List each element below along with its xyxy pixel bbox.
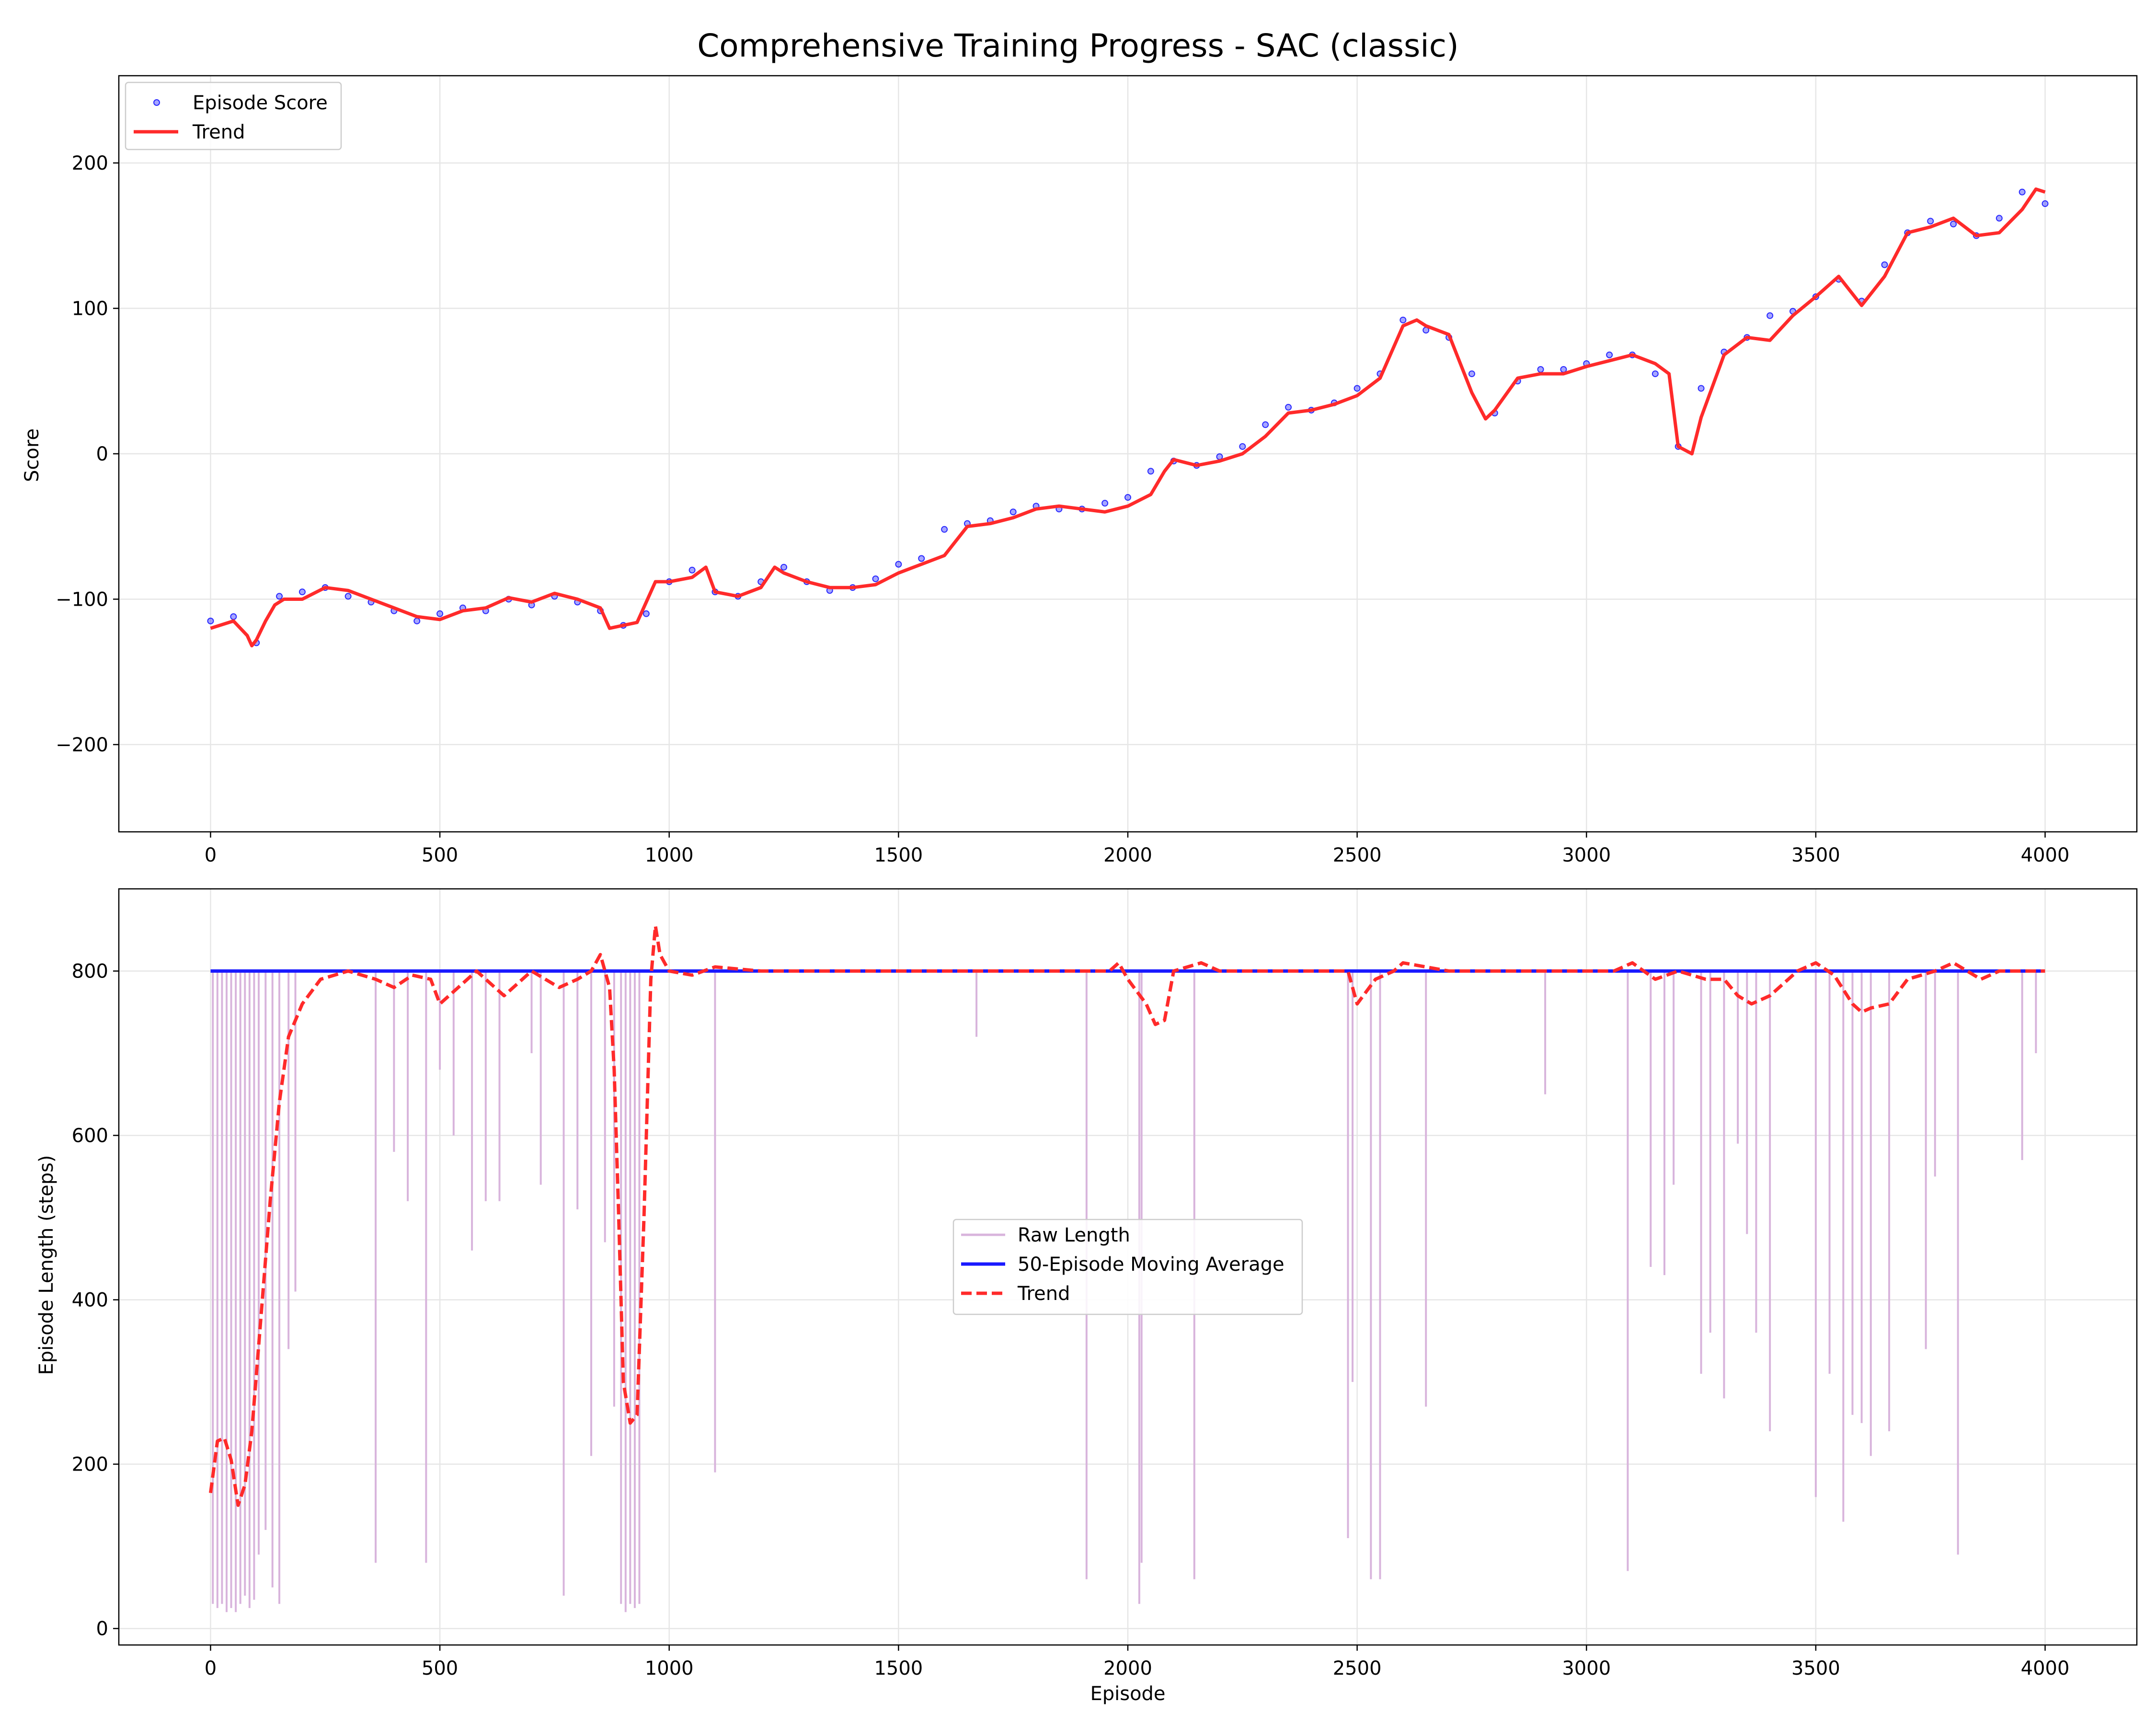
y-tick-label: 200 [72,1454,108,1476]
x-tick-label: 3500 [1791,844,1840,866]
score-ticks: 0 500 1000 1500 2000 2500 3000 3500 4000−200−100… [56,152,2069,866]
x-tick-label: 3000 [1562,844,1611,866]
legend-label-episode-score: Episode Score [193,92,328,114]
x-tick-label: 4000 [2021,844,2070,866]
score-point [918,555,925,562]
score-point [1468,370,1475,378]
score-point [1995,215,2003,222]
y-tick-label: 400 [72,1289,108,1311]
length-trend-line [209,924,2045,1507]
y-tick-label: 100 [72,298,108,320]
score-point [1881,261,1888,268]
length-ticks: 0 500 1000 1500 2000 2500 3000 3500 4000 0 200 400 6… [72,961,2070,1679]
score-point [780,564,788,571]
score-legend: Episode Score Trend [125,81,342,150]
length-y-axis-label: Episode Length (steps) [35,1155,57,1375]
score-point [688,566,696,574]
score-point [1697,385,1705,392]
legend-label-raw-length: Raw Length [1018,1224,1130,1246]
score-point [1950,220,1957,228]
x-tick-label: 2500 [1333,1657,1382,1679]
score-point [1606,351,1613,358]
score-trend-line [210,187,2046,648]
score-point [207,617,214,624]
figure-title: Comprehensive Training Progress - SAC (c… [697,27,1459,64]
score-panel: 0 500 1000 1500 2000 2500 3000 3500 4000−200−100… [21,75,2138,866]
score-point [1353,385,1361,392]
score-point [1285,403,1292,411]
x-tick-label: 0 [205,1657,217,1679]
y-tick-label: 200 [72,152,108,174]
length-panel: 0 500 1000 1500 2000 2500 3000 3500 4000 0 200 400 6… [35,888,2138,1705]
y-tick-label: 600 [72,1125,108,1147]
x-tick-label: 3500 [1791,1657,1840,1679]
score-point [895,561,902,568]
score-point [1262,421,1269,428]
legend-label-trend: Trend [192,121,245,143]
score-point [1399,316,1407,323]
score-point [1927,218,1934,225]
x-tick-label: 2000 [1103,844,1152,866]
score-point [298,588,306,596]
x-tick-label: 1500 [874,1657,923,1679]
length-legend: Raw Length 50-Episode Moving Average Tre… [952,1219,1303,1315]
x-tick-label: 2000 [1103,1657,1152,1679]
score-point [413,617,421,624]
x-tick-label: 4000 [2021,1657,2070,1679]
x-tick-label: 0 [205,844,217,866]
score-point [230,613,237,620]
length-x-axis-label: Episode [1090,1683,1165,1705]
score-grid [119,76,2137,832]
score-point [344,593,352,600]
score-point [1766,312,1774,319]
legend-marker-episode-score [153,99,160,106]
x-tick-label: 500 [422,844,458,866]
score-point [436,610,444,617]
score-point [1239,443,1246,450]
score-point [1651,370,1659,378]
legend-label-moving-average: 50-Episode Moving Average [1018,1254,1284,1276]
x-tick-label: 1500 [874,844,923,866]
y-tick-label: 0 [96,1618,108,1640]
x-tick-label: 1000 [645,844,694,866]
score-point [276,593,283,600]
x-tick-label: 1000 [645,1657,694,1679]
score-point [1537,366,1544,373]
score-point [642,610,650,617]
y-tick-label: 0 [96,443,108,465]
score-point [1124,494,1131,501]
score-point [2041,200,2049,207]
y-tick-label: 800 [72,961,108,983]
y-tick-label: −100 [56,588,108,610]
score-point [872,575,879,582]
legend-label-trend-dashed: Trend [1017,1283,1070,1305]
score-marks [207,187,2049,648]
score-point [941,526,948,533]
x-tick-label: 2500 [1333,844,1382,866]
score-point [2018,188,2026,196]
x-tick-label: 3000 [1562,1657,1611,1679]
score-y-axis-label: Score [21,428,43,482]
score-point [1147,468,1154,475]
score-point [1009,508,1017,516]
score-point [1101,500,1109,507]
x-tick-label: 500 [422,1657,458,1679]
y-tick-label: −200 [56,734,108,756]
